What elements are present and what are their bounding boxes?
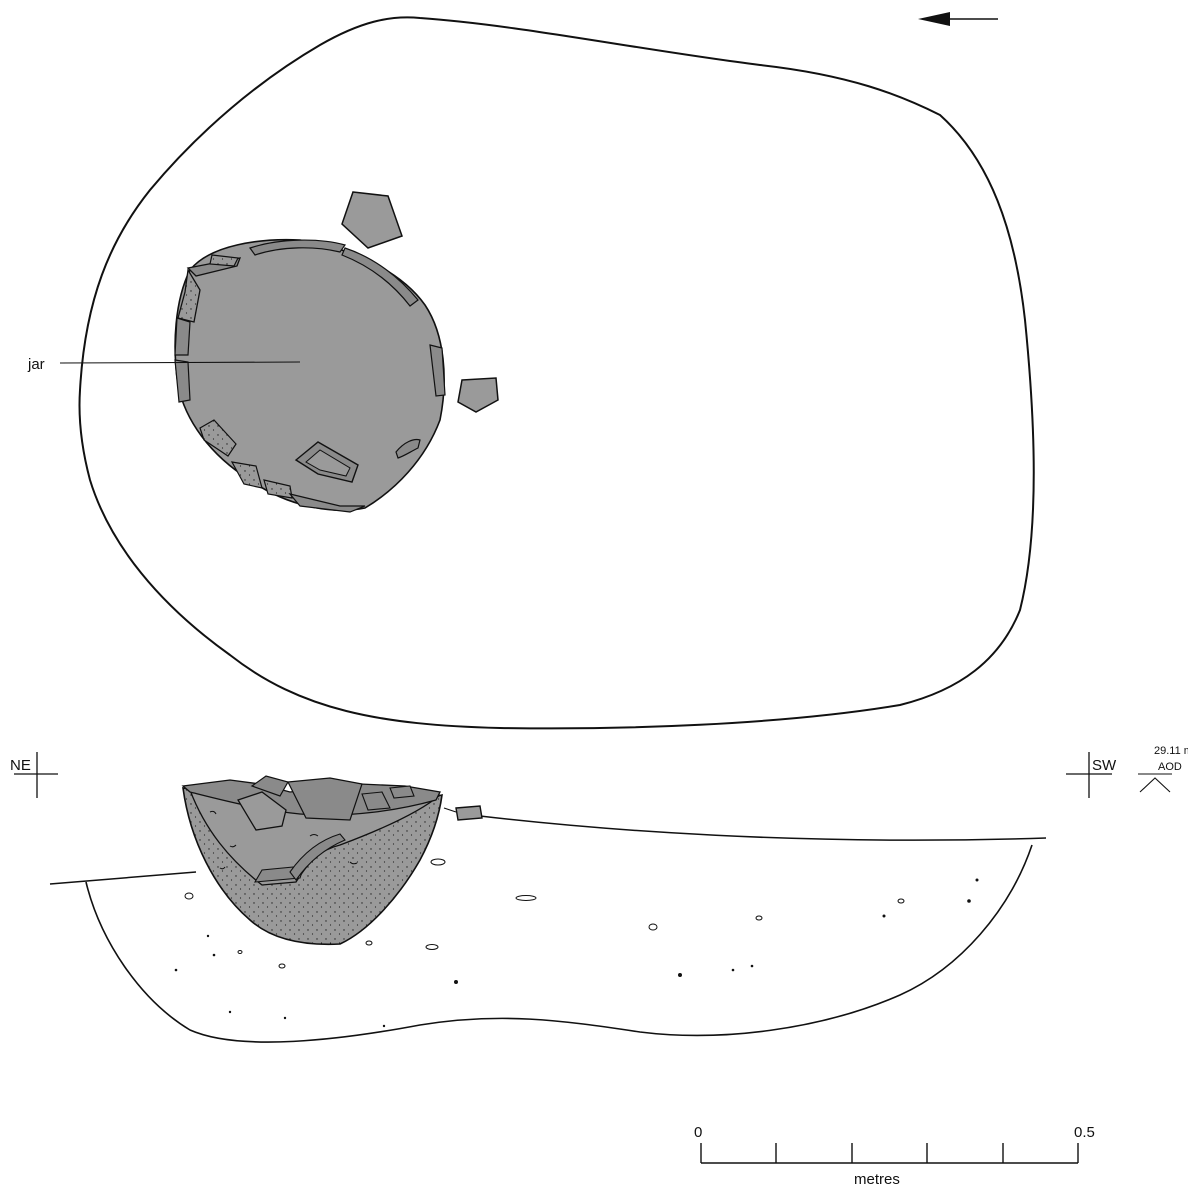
scale-start-label: 0 [694,1124,702,1141]
cut-profile [85,844,1033,1043]
inclusions [184,858,905,969]
inclusions-dots [174,878,979,1028]
sherd-plan [341,191,403,249]
datum-marker: 29.11 m AOD [1138,745,1188,793]
north-arrow-icon [918,12,998,26]
section-view: NE SW 29.11 m AOD [10,745,1188,1043]
section-marker-sw: SW [1066,752,1117,798]
jar-plan [174,238,446,513]
ground-surface-line [49,871,197,885]
datum-value: 29.11 m [1154,745,1188,757]
section-label-sw: SW [1092,757,1117,774]
jar-label: jar [27,356,45,373]
scale-unit-label: metres [854,1171,900,1188]
sherd-plan [457,377,499,413]
section-label-ne: NE [10,757,31,774]
ground-surface-line [479,815,1047,841]
scale-end-label: 0.5 [1074,1124,1095,1141]
section-marker-ne: NE [10,752,58,798]
datum-reference: AOD [1158,761,1182,773]
plan-view: jar [27,16,1035,730]
pit-outline-plan [78,16,1035,730]
scale-bar: 0 0.5 metres [694,1124,1095,1188]
sherd-section [455,805,483,821]
jar-section [181,775,443,946]
